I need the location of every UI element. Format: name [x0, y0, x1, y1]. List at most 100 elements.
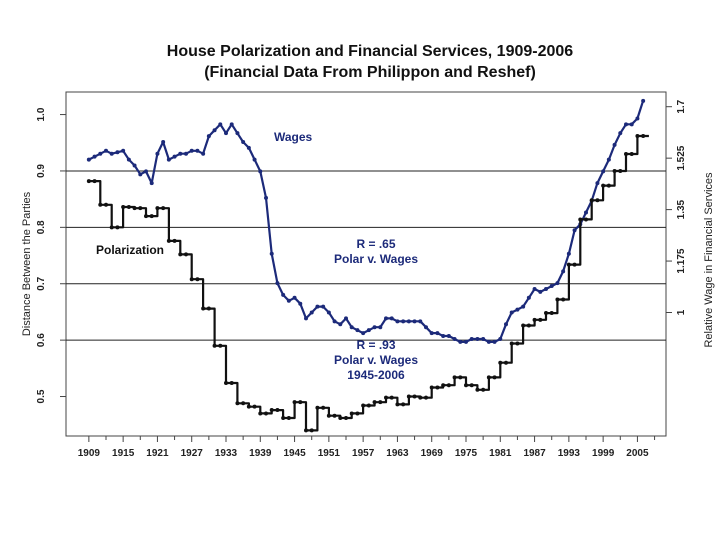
data-point: [401, 402, 406, 407]
data-point: [218, 343, 223, 348]
data-point: [486, 339, 491, 344]
data-point: [206, 306, 211, 311]
data-point: [435, 331, 440, 336]
right-y-tick-label: 1.7: [676, 99, 687, 113]
annotation-r93-years: 1945-2006: [347, 368, 405, 382]
data-point: [578, 217, 583, 222]
data-point: [464, 383, 468, 388]
data-point: [166, 238, 171, 243]
data-point: [446, 334, 451, 339]
data-point: [309, 428, 314, 433]
data-point: [601, 183, 606, 188]
data-point: [629, 152, 634, 157]
data-point: [566, 251, 571, 256]
data-point: [584, 217, 588, 222]
data-point: [298, 400, 303, 405]
data-point: [304, 316, 308, 321]
data-point: [424, 395, 428, 400]
series-layer: [86, 98, 649, 433]
x-tick-label: 1987: [523, 448, 546, 459]
data-point: [241, 401, 246, 406]
data-point: [235, 401, 240, 406]
data-point: [166, 157, 171, 162]
data-point: [149, 214, 154, 219]
data-point: [629, 122, 634, 127]
data-point: [275, 408, 280, 413]
data-point: [532, 317, 537, 322]
data-point: [549, 284, 554, 289]
data-point: [521, 304, 526, 309]
data-point: [378, 400, 383, 405]
data-point: [229, 380, 234, 385]
data-point: [155, 151, 160, 156]
data-point: [492, 339, 497, 344]
data-point: [538, 317, 543, 322]
data-point: [469, 336, 474, 341]
data-point: [201, 151, 206, 156]
data-point: [321, 304, 326, 309]
data-point: [475, 387, 480, 392]
right-y-tick-label: 1: [676, 309, 687, 315]
data-point: [115, 150, 120, 155]
data-point: [355, 328, 360, 333]
data-point: [406, 394, 411, 399]
data-point: [526, 323, 531, 328]
data-point: [612, 142, 617, 147]
data-point: [275, 281, 280, 286]
data-point: [326, 413, 331, 418]
x-tick-label: 1969: [421, 448, 444, 459]
data-point: [492, 375, 497, 380]
data-point: [389, 316, 394, 321]
data-point: [561, 297, 566, 302]
x-tick-label: 1975: [455, 448, 478, 459]
data-point: [315, 304, 320, 309]
right-y-tick-label: 1.35: [676, 199, 687, 219]
data-point: [618, 168, 623, 173]
x-tick-label: 1981: [489, 448, 512, 459]
data-point: [172, 154, 177, 159]
right-y-tick-label: 1.175: [676, 248, 687, 273]
data-point: [286, 415, 291, 420]
data-point: [92, 179, 97, 184]
data-point: [304, 428, 308, 433]
data-point: [246, 404, 251, 409]
data-point: [441, 383, 446, 388]
data-point: [218, 122, 223, 127]
data-point: [321, 405, 326, 410]
annotation-r65-sub: Polar v. Wages: [334, 252, 418, 266]
data-point: [138, 206, 143, 211]
data-point: [555, 281, 560, 286]
data-point: [252, 404, 257, 409]
data-point: [549, 311, 554, 316]
annotation-r65: R = .65: [356, 237, 395, 251]
data-point: [589, 198, 594, 203]
annotation-r93-sub: Polar v. Wages: [334, 353, 418, 367]
data-point: [412, 319, 417, 324]
data-point: [355, 411, 360, 416]
data-point: [264, 411, 268, 416]
data-point: [98, 151, 103, 156]
data-point: [458, 375, 463, 380]
data-point: [189, 277, 194, 282]
data-point: [161, 139, 166, 144]
data-point: [229, 122, 234, 127]
data-point: [612, 168, 617, 173]
data-point: [104, 202, 108, 207]
data-point: [561, 269, 566, 274]
right-y-axis: 1 1.175 1.35 1.525 1.7: [666, 99, 687, 315]
data-point: [544, 311, 548, 316]
data-point: [224, 131, 228, 136]
data-point: [86, 179, 91, 184]
data-point: [412, 394, 417, 399]
data-point: [452, 336, 457, 341]
data-point: [361, 331, 366, 336]
data-point: [292, 295, 297, 300]
data-point: [521, 323, 526, 328]
x-tick-label: 1933: [215, 448, 238, 459]
data-point: [189, 148, 194, 153]
data-point: [338, 322, 343, 327]
data-point: [641, 133, 646, 138]
data-point: [144, 214, 148, 219]
data-point: [126, 205, 131, 210]
data-point: [378, 325, 383, 330]
